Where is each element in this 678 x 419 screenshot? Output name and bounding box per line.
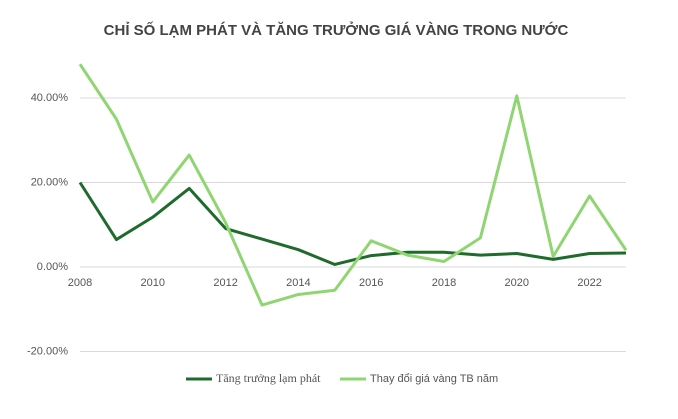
x-tick-label: 2018 (432, 277, 456, 289)
x-tick-label: 2008 (68, 277, 92, 289)
x-tick-label: 2012 (213, 277, 237, 289)
legend-label: Thay đổi giá vàng TB năm (370, 373, 498, 385)
y-tick-label: 40.00% (31, 92, 69, 104)
series-line (78, 63, 628, 307)
x-tick-label: 2020 (505, 277, 529, 289)
y-tick-label: -20.00% (27, 345, 68, 357)
y-tick-label: 20.00% (31, 176, 69, 188)
x-tick-label: 2016 (359, 277, 383, 289)
x-tick-label: 2022 (577, 277, 601, 289)
y-tick-label: 0.00% (37, 261, 68, 273)
chart-title: CHỈ SỐ LẠM PHÁT VÀ TĂNG TRƯỞNG GIÁ VÀNG … (104, 21, 569, 39)
legend-label: Tăng trưởng lạm phát (216, 371, 321, 385)
x-tick-label: 2010 (141, 277, 165, 289)
x-tick-label: 2014 (286, 277, 310, 289)
series-line (78, 181, 627, 266)
